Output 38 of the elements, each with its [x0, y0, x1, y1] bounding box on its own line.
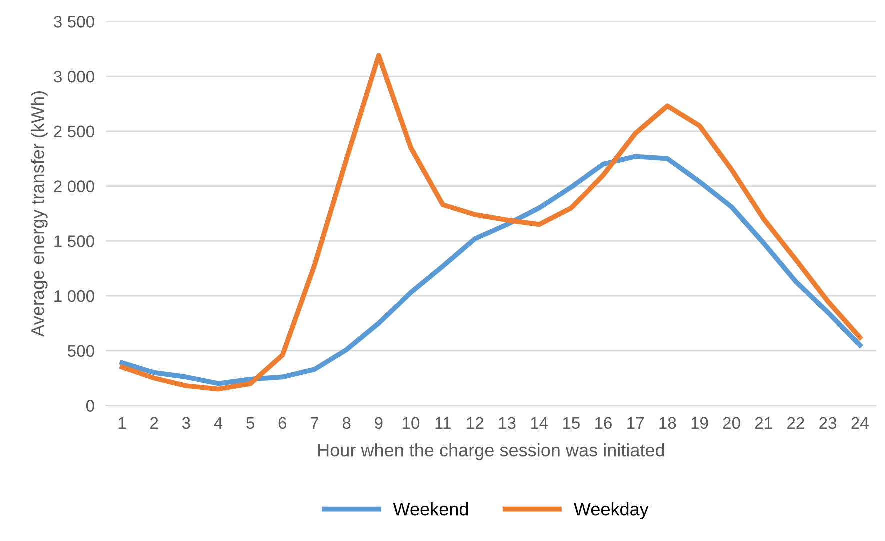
x-tick-label: 18 [660, 417, 676, 430]
x-tick-label: 12 [467, 417, 484, 429]
x-tick-label: 3 [182, 417, 190, 430]
x-tick-label: 14 [531, 417, 548, 429]
y-tick-label: 2 000 [54, 180, 94, 192]
x-tick-label: 6 [278, 417, 287, 430]
x-tick-label: 21 [755, 417, 772, 429]
x-tick-label: 17 [628, 417, 644, 429]
y-tick-label: 3 000 [54, 70, 94, 83]
line-series [120, 154, 863, 386]
y-tick-label: 1 000 [54, 290, 94, 302]
x-tick-label: 10 [402, 417, 420, 430]
y-tick-label: 0 [86, 400, 94, 412]
x-tick-label: 4 [214, 417, 223, 429]
x-tick-label: 23 [820, 417, 837, 430]
x-tick-label: 24 [852, 417, 869, 429]
x-axis-title: Hour when the charge session was initiated [318, 444, 664, 460]
x-tick-label: 9 [375, 417, 383, 430]
x-tick-label: 1 [118, 417, 126, 429]
x-tick-label: 22 [788, 417, 804, 429]
x-tick-label: 5 [246, 417, 254, 430]
legend-label: Weekend [393, 502, 468, 516]
x-tick-label: 11 [436, 417, 451, 429]
y-axis-title: Average energy transfer (kWh) [31, 92, 48, 337]
line-series [120, 53, 863, 392]
x-tick-label: 15 [563, 417, 580, 430]
x-tick-label: 8 [342, 417, 351, 430]
x-tick-label: 19 [692, 417, 708, 430]
x-tick-label: 7 [310, 417, 319, 429]
y-tick-label: 500 [68, 345, 94, 358]
y-tick-label: 2 500 [54, 126, 94, 138]
x-tick-label: 16 [595, 417, 612, 430]
y-tick-label: 1 500 [54, 236, 94, 248]
x-tick-label: 2 [150, 417, 158, 429]
legend-label: Weekday [574, 502, 649, 520]
y-tick-label: 3 500 [54, 16, 94, 28]
x-tick-label: 20 [723, 417, 740, 430]
x-tick-label: 13 [499, 417, 516, 430]
